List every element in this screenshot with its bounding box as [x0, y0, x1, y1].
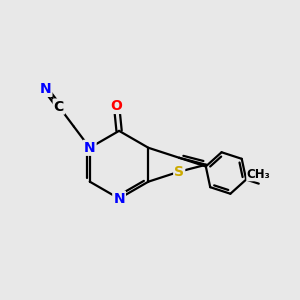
- Text: C: C: [54, 100, 64, 114]
- Text: S: S: [174, 165, 184, 178]
- Text: N: N: [113, 192, 125, 206]
- Text: CH₃: CH₃: [247, 168, 271, 181]
- Text: O: O: [111, 99, 122, 113]
- Text: N: N: [84, 141, 96, 155]
- Text: N: N: [40, 82, 51, 96]
